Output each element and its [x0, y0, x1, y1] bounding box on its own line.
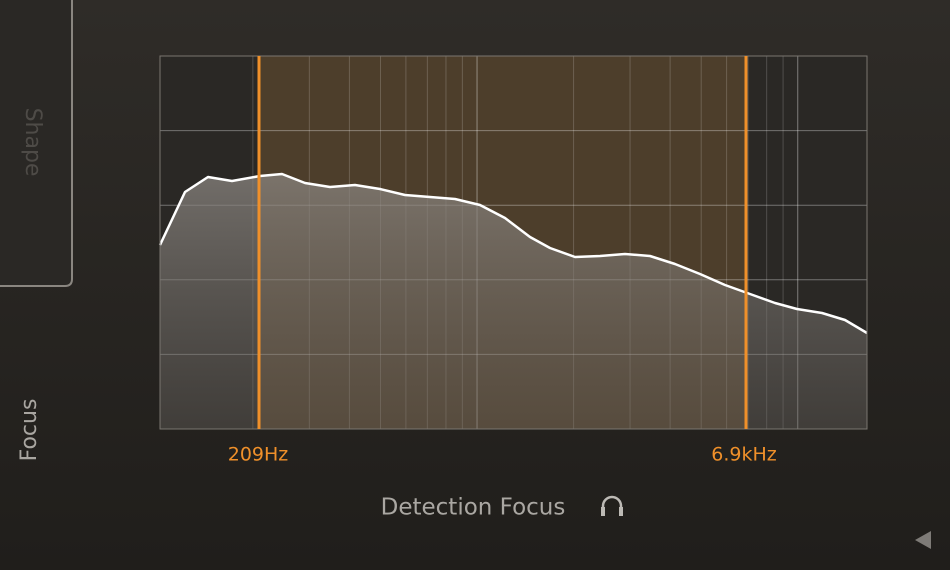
footer-title: Detection Focus	[381, 495, 566, 521]
focus-low-label: 209Hz	[228, 444, 289, 466]
tab-label[interactable]: Focus	[17, 399, 42, 462]
focus-high-label: 6.9kHz	[711, 444, 777, 466]
shape-tab[interactable]: Shape	[0, 0, 73, 287]
headphones-cup	[601, 507, 605, 516]
tab-border	[0, 0, 73, 287]
headphones-band	[601, 495, 623, 514]
tab-label: Shape	[20, 108, 45, 177]
plot-frame	[159, 55, 868, 430]
spectrum-area	[160, 174, 867, 429]
spectrum-line	[158, 172, 868, 335]
collapse-arrow[interactable]	[915, 531, 931, 549]
headphones-button[interactable]	[601, 495, 623, 516]
headphones-cup	[619, 507, 623, 516]
